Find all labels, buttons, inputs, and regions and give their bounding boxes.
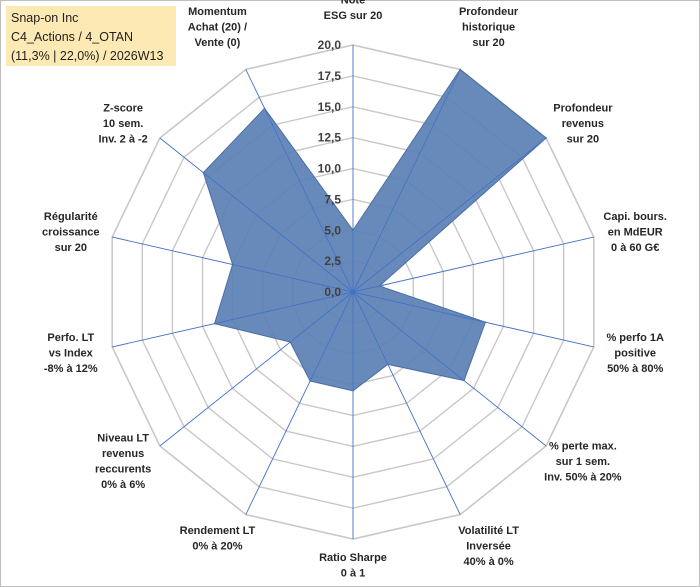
axis-spoke — [159, 291, 354, 447]
axis-label: Rendement LT 0% à 20% — [180, 525, 256, 553]
axis-label: Capi. bours. en MdEUR 0 à 60 G€ — [603, 211, 667, 254]
axis-label: Z-score 10 sem. Inv. 2 à -2 — [98, 103, 147, 146]
axis-spoke — [352, 137, 547, 293]
axis-spoke — [112, 291, 354, 348]
tick-label: 20,0 — [318, 38, 342, 52]
axis-label: Volatilité LT Inversée 40% à 0% — [458, 525, 519, 568]
axis-spoke — [352, 291, 547, 447]
tick-label: 12,5 — [318, 131, 342, 145]
axis-spoke — [159, 137, 354, 293]
axis-spoke — [352, 69, 461, 293]
axis-spoke — [352, 291, 594, 348]
tick-label: 5,0 — [324, 223, 341, 237]
axis-label: Profondeur revenus sur 20 — [553, 103, 613, 146]
radar-axis-labels: Note ESG sur 20 Profondeur historique sur 20… — [42, 0, 667, 580]
tick-label: 0,0 — [324, 285, 341, 299]
tick-label: 17,5 — [318, 69, 342, 83]
series-area — [202, 68, 547, 392]
portfolio-name: C4_Actions / 4_OTAN — [11, 30, 134, 44]
radar-tick-labels: 0,0 2,5 5,0 7,5 10,0 12,5 15,0 17,5 20,0 — [318, 38, 342, 299]
tick-label: 7,5 — [324, 192, 341, 206]
tick-label: 15,0 — [318, 100, 342, 114]
axis-label: Ratio Sharpe 0 à 1 — [319, 552, 387, 580]
axis-label: % perfo 1A positive 50% à 80% — [606, 332, 664, 375]
axis-spoke — [352, 236, 594, 293]
axis-label: Momentum Achat (20) / Vente (0) — [188, 6, 247, 49]
axis-label: Profondeur historique sur 20 — [459, 6, 519, 49]
tick-label: 10,0 — [318, 162, 342, 176]
axis-label: % perte max. sur 1 sem. Inv. 50% à 20% — [544, 440, 622, 483]
axis-spoke — [352, 291, 461, 515]
axis-label: Perfo. LT vs Index -8% à 12% — [44, 332, 98, 375]
chart-title-box: Snap-on Inc C4_Actions / 4_OTAN (11,3% |… — [6, 6, 176, 66]
axis-label: Régularité croissance sur 20 — [42, 211, 99, 254]
tick-label: 2,5 — [324, 254, 341, 268]
axis-label: Note ESG sur 20 — [324, 0, 383, 22]
radar-spokes — [112, 45, 594, 539]
period-info: (11,3% | 22,0%) / 2026W13 — [11, 49, 164, 63]
axis-label: Niveau LT revenus reccurents 0% à 6% — [95, 433, 151, 492]
axis-spoke — [245, 291, 354, 515]
company-name: Snap-on Inc — [11, 11, 79, 25]
axis-spoke — [112, 236, 354, 293]
axis-spoke — [245, 69, 354, 293]
